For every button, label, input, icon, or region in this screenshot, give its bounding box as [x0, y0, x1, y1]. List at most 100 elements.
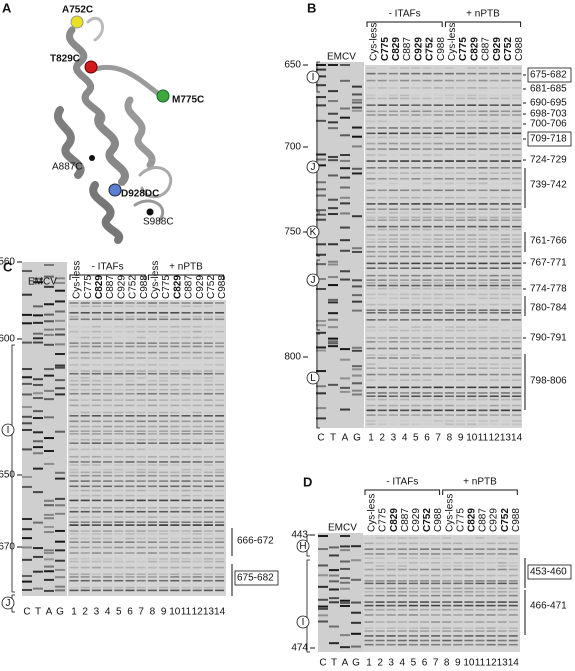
site-label: 780-784: [530, 303, 567, 314]
lane-header: C829: [172, 275, 183, 299]
helix: [94, 111, 129, 186]
lane-number: 14: [214, 607, 226, 618]
site-label: 690-695: [530, 98, 567, 109]
group-bracket: [69, 274, 146, 280]
lane-number: 7: [433, 658, 439, 669]
site-label: 681-685: [530, 84, 567, 95]
ladder-lane: A: [342, 433, 349, 444]
lane-header: C887: [400, 508, 411, 532]
ladder-title: EMCV: [328, 523, 357, 534]
lane-number: 9: [161, 607, 167, 618]
lane-number: 8: [444, 658, 450, 669]
mutation-label: M775C: [172, 95, 204, 106]
lane-number: 1: [71, 607, 77, 618]
lane-number: 10: [466, 433, 478, 444]
lane-number: 10: [169, 607, 181, 618]
loop: [86, 16, 105, 42]
lane-number: 11: [478, 433, 489, 444]
lane-number: 11: [181, 607, 192, 618]
lane-number: 2: [379, 433, 385, 444]
nt-tick-label: 474: [291, 643, 308, 654]
gel-background: [363, 535, 520, 652]
ladder-lane: G: [353, 433, 361, 444]
lane-number: 7: [138, 607, 144, 618]
lane-number: 5: [411, 658, 417, 669]
lane-header: C752: [503, 37, 514, 61]
group-bracket: [444, 21, 522, 27]
site-label: 453-460: [530, 567, 567, 578]
domain-bracket: [306, 559, 310, 653]
domain-bracket: [11, 344, 15, 593]
group-bracket: [364, 489, 441, 495]
lane-header: C775: [378, 508, 389, 532]
site-label: 739-742: [530, 180, 567, 191]
domain-circle: [306, 273, 320, 287]
ladder-lane: C: [317, 433, 324, 444]
group-label: + nPTB: [466, 9, 500, 20]
sphere: [156, 89, 170, 103]
site-label: 724-729: [530, 155, 567, 166]
lane-number: 6: [424, 433, 430, 444]
site-label: 466-471: [530, 601, 567, 612]
lane-number: 5: [413, 433, 419, 444]
site-label: 790-791: [530, 333, 567, 344]
ladder-lane: G: [352, 658, 360, 669]
lane-header: C829: [391, 37, 402, 61]
site-box: [527, 131, 572, 147]
lane-number: 4: [402, 433, 408, 444]
lane-number: 8: [447, 433, 453, 444]
site-label: 675-682: [530, 70, 567, 81]
lane-header: Cys-less: [369, 23, 380, 61]
gel-background: [365, 65, 522, 428]
domain-label: I: [302, 617, 305, 628]
lane-number: 13: [500, 433, 512, 444]
ladder-title: EMCV: [28, 277, 57, 288]
site-box: [234, 570, 279, 586]
lane-number: 12: [192, 607, 204, 618]
lane-number: 8: [150, 607, 156, 618]
domain-label: H: [299, 541, 306, 552]
lane-header: C988: [436, 37, 447, 61]
lane-number: 10: [463, 658, 475, 669]
lane-header: Cys-less: [444, 494, 455, 532]
domain-circle: [306, 70, 320, 84]
domain-label: J: [311, 275, 316, 286]
mutation-label: A752C: [62, 5, 93, 16]
lane-header: C887: [105, 275, 116, 299]
loop: [133, 199, 164, 222]
site-box: [527, 564, 572, 580]
helix: [89, 181, 124, 244]
site-label: 700-706: [530, 119, 567, 130]
lane-number: 14: [511, 433, 523, 444]
domain-label: K: [310, 227, 317, 238]
lane-header: C929: [116, 275, 127, 299]
group-label: + nPTB: [463, 477, 497, 488]
group-label: - ITAFs: [92, 262, 124, 273]
lane-number: 7: [435, 433, 441, 444]
panel-label: A: [2, 0, 12, 15]
sphere: [89, 155, 95, 161]
domain-label: I: [312, 72, 315, 83]
group-bracket: [442, 489, 518, 495]
lane-header: C929: [195, 275, 206, 299]
lane-header: C887: [402, 37, 413, 61]
domain-circle: [306, 225, 320, 239]
nt-tick-label: 600: [0, 334, 15, 345]
ladder-lane: A: [342, 658, 349, 669]
sphere: [108, 183, 122, 197]
domain-label: J: [6, 598, 11, 609]
nt-tick-label: 800: [284, 352, 301, 363]
domain-circle: [296, 615, 310, 629]
domain-circle: [306, 160, 320, 174]
lane-header: C775: [161, 275, 172, 299]
ladder-lane: T: [331, 658, 337, 669]
lane-number: 3: [388, 658, 394, 669]
group-label: - ITAFs: [389, 9, 421, 20]
lane-header: C887: [184, 275, 195, 299]
site-label: 698-703: [530, 109, 567, 120]
mutation-label: S988C: [143, 217, 174, 228]
sphere: [146, 208, 154, 216]
domain-label: I: [7, 425, 10, 436]
lane-number: 12: [489, 433, 501, 444]
